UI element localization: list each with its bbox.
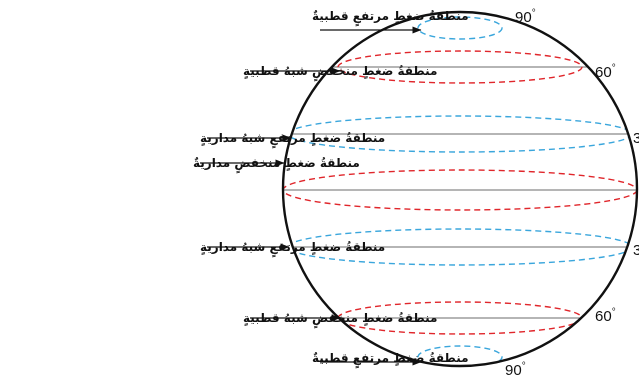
latitude-label-60-south: 60°	[595, 307, 616, 325]
latitude-label-90-north: 90°	[515, 8, 536, 26]
zone-labels: منطقةُ ضغطٍ مرتفعٍ قطبيةٌ منطقةُ ضغطٍ من…	[193, 9, 469, 369]
zone-label-polar-high-south: منطقةُ ضغطٍ مرتفعٍ قطبيةٌ	[312, 351, 469, 369]
latitude-lines	[283, 66, 637, 319]
pointer-arrows	[200, 26, 422, 366]
polar-high-belt-south	[417, 345, 503, 366]
zone-label-subtropical-high-north: منطقةُ ضغطٍ مرتفعٍ شبهُ مداريةٍ	[200, 131, 385, 149]
zone-label-subpolar-low-south: منطقةُ ضغطٍ منخفضٍ شبهُ قطبيةٍ	[243, 311, 437, 329]
globe-outline	[281, 10, 639, 368]
zone-label-subtropical-high-south: منطقةُ ضغطٍ مرتفعٍ شبهُ مداريةٍ	[200, 240, 385, 258]
latitude-label-30-north: 3	[633, 130, 639, 147]
zone-label-subpolar-low-north: منطقةُ ضغطٍ منخفضٍ شبهُ قطبيةٍ	[243, 64, 437, 82]
zone-label-equatorial-low: منطقةُ ضغطٍ منخفضٍ مداريةٌ	[193, 156, 360, 174]
zone-label-polar-high-north: منطقةُ ضغطٍ مرتفعٍ قطبيةٌ	[312, 9, 469, 27]
latitude-label-30-south: 3	[633, 242, 639, 259]
latitude-label-60-north: 60°	[595, 63, 616, 81]
latitude-labels: 90° 60° 3 3 60° 90°	[505, 8, 639, 379]
latitude-label-90-south: 90°	[505, 361, 526, 379]
equatorial-low-belt	[283, 169, 637, 211]
subpolar-low-belt-north	[337, 50, 583, 84]
